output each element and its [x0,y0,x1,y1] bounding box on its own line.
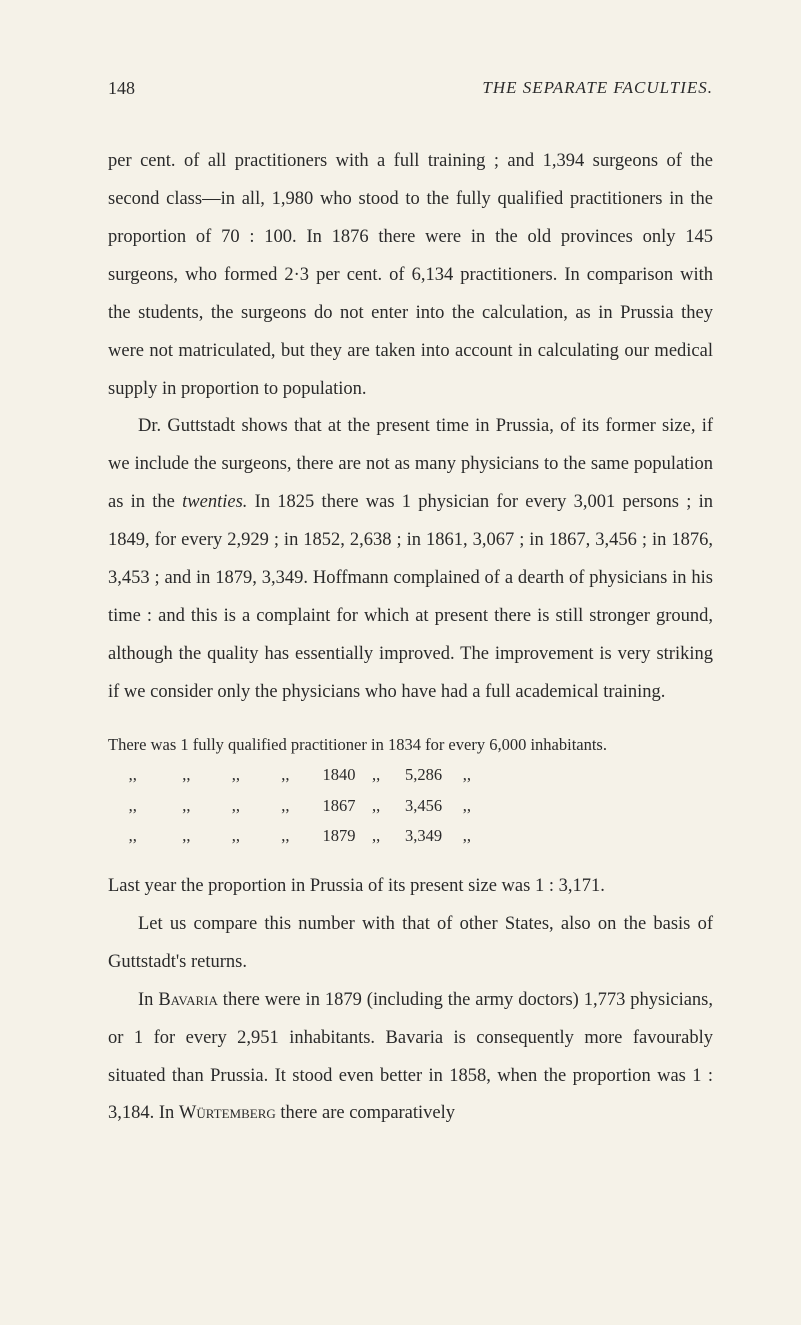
paragraph-1: per cent. of all practitioners with a fu… [108,143,713,408]
p2-post: In 1825 there was 1 physician for every … [108,492,713,702]
page-number: 148 [108,78,135,99]
paragraph-2: Dr. Guttstadt shows that at the present … [108,408,713,711]
page-title: THE SEPARATE FACULTIES. [482,78,713,99]
table-row: There was 1 fully qualified practitioner… [108,730,713,761]
practitioner-table: There was 1 fully qualified practitioner… [108,730,713,852]
page-header: 148 THE SEPARATE FACULTIES. [108,78,713,99]
p5-pre: In [138,990,158,1010]
table-row: ,, ,, ,, ,, 1867 ,, 3,456 ,, [108,791,713,822]
table-row: ,, ,, ,, ,, 1879 ,, 3,349 ,, [108,821,713,852]
paragraph-3: Last year the proportion in Prussia of i… [108,868,713,906]
paragraph-4: Let us compare this number with that of … [108,906,713,982]
p2-italic: twenties. [182,492,247,512]
body-text: per cent. of all practitioners with a fu… [108,143,713,712]
paragraph-5: In Bavaria there were in 1879 (including… [108,982,713,1134]
p5-wurtemberg: Würtemberg [179,1103,276,1123]
body-text-continued: Last year the proportion in Prussia of i… [108,868,713,1133]
p5-bavaria: Bavaria [158,990,218,1010]
p5-post: there are comparatively [276,1103,455,1123]
table-row: ,, ,, ,, ,, 1840 ,, 5,286 ,, [108,760,713,791]
